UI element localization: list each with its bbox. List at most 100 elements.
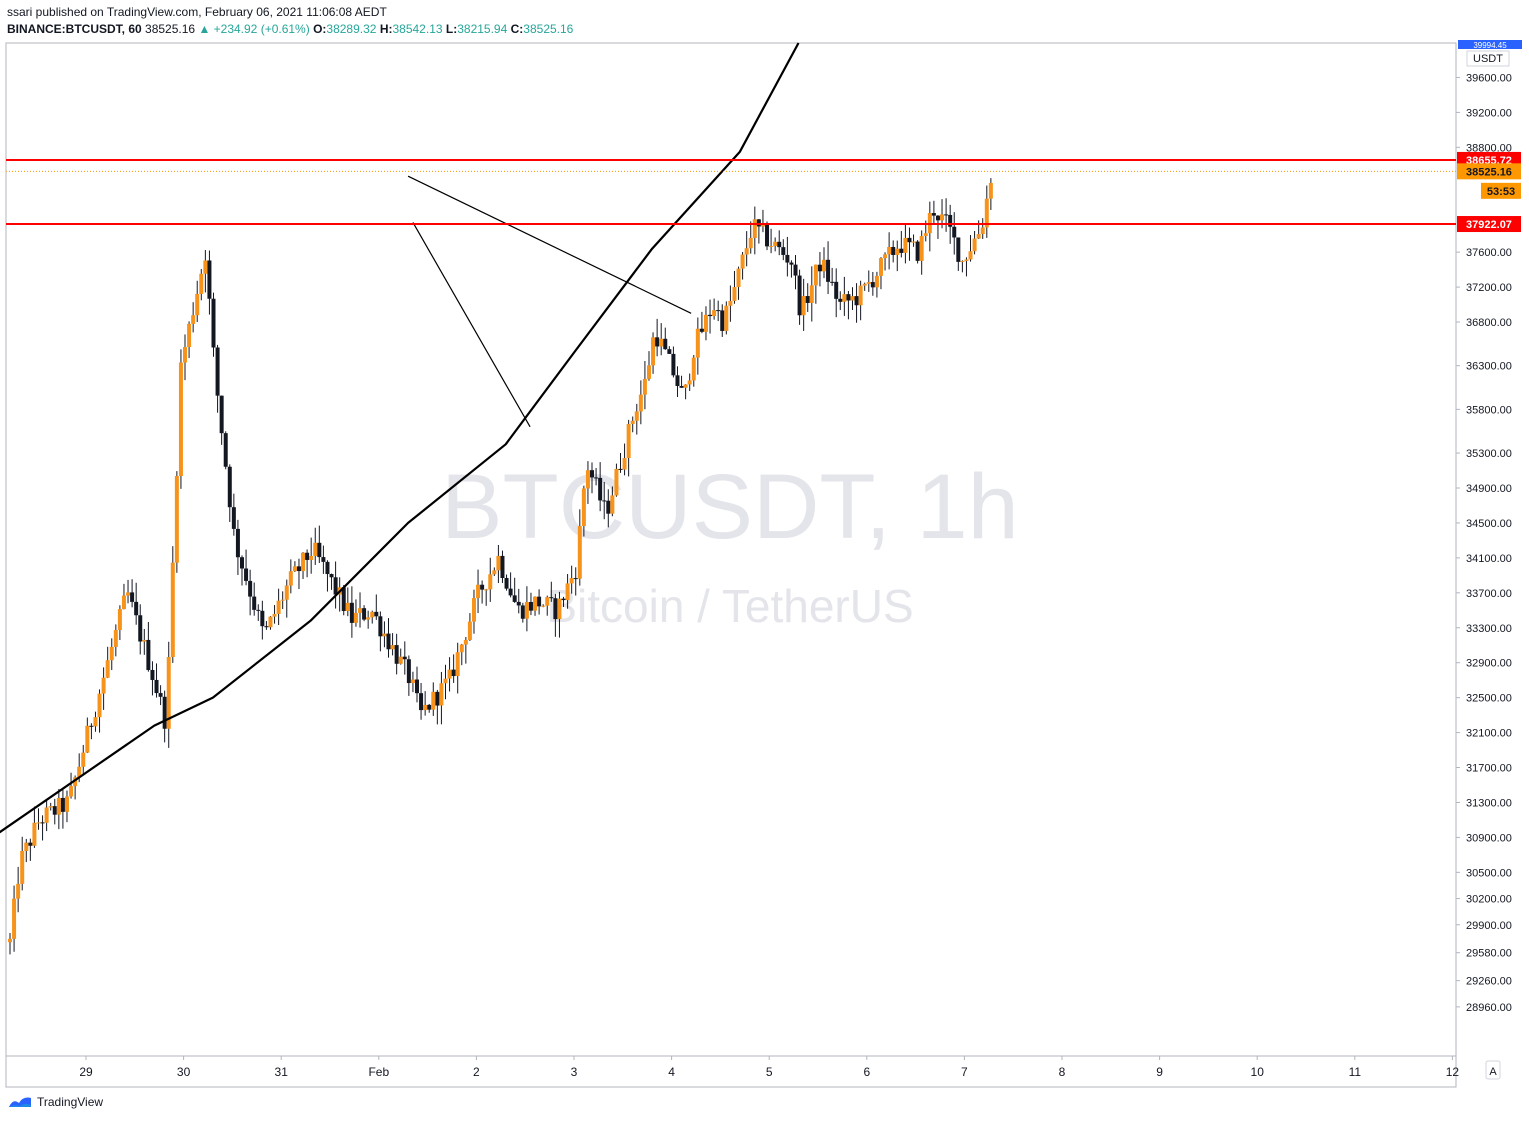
candle-body xyxy=(862,283,867,286)
candle xyxy=(439,671,444,725)
candle xyxy=(305,549,310,578)
candle xyxy=(830,267,835,286)
candle xyxy=(663,327,668,350)
candle xyxy=(134,582,139,625)
candle-body xyxy=(260,610,265,627)
candle-body xyxy=(561,598,566,601)
candle-body xyxy=(577,526,582,579)
candle-body xyxy=(235,528,240,558)
candle xyxy=(642,361,647,410)
candle xyxy=(671,346,676,378)
candle xyxy=(927,201,932,252)
candle-body xyxy=(533,596,538,611)
candle-body xyxy=(614,468,619,496)
candle-body xyxy=(219,395,224,434)
candle-body xyxy=(683,384,688,388)
candle-body xyxy=(64,796,69,812)
candle-body xyxy=(874,275,879,288)
candle xyxy=(423,691,428,716)
candle xyxy=(590,462,595,494)
symbol-label[interactable]: BINANCE:BTCUSDT, 60 xyxy=(7,22,142,36)
candle xyxy=(557,591,562,638)
candle xyxy=(142,628,147,655)
candle-body xyxy=(423,704,428,711)
candle xyxy=(93,711,98,732)
candle-body xyxy=(520,605,525,619)
candle xyxy=(817,252,822,287)
candle-body xyxy=(109,646,114,661)
candle-body xyxy=(842,294,847,302)
candle-body xyxy=(406,659,411,684)
candle-body xyxy=(341,587,346,611)
candle xyxy=(537,589,542,615)
candle xyxy=(170,546,175,663)
candle xyxy=(610,486,615,517)
candle xyxy=(508,572,513,598)
candle-body xyxy=(471,598,476,622)
time-tick-label: 2 xyxy=(473,1065,480,1079)
candle xyxy=(362,605,367,622)
candle-body xyxy=(321,557,326,562)
candle xyxy=(239,555,244,586)
candle xyxy=(736,266,741,300)
candle xyxy=(988,178,993,211)
watermark-symbol: BTCUSDT, 1h xyxy=(441,456,1019,558)
candle-body xyxy=(618,468,623,470)
candle xyxy=(553,593,558,637)
high-value: 38542.13 xyxy=(392,22,443,36)
candle xyxy=(459,643,464,666)
currency-label: USDT xyxy=(1473,53,1503,65)
candle xyxy=(390,633,395,656)
candle xyxy=(138,604,143,655)
price-tick-label: 35800.00 xyxy=(1466,404,1512,416)
tradingview-label: TradingView xyxy=(37,1095,104,1109)
candle-body xyxy=(484,589,489,591)
candle-body xyxy=(362,608,367,620)
candle-body xyxy=(838,298,843,302)
candle xyxy=(634,403,639,435)
candle-body xyxy=(801,296,806,316)
candle xyxy=(48,802,53,811)
candle xyxy=(858,280,863,321)
candle xyxy=(471,589,476,634)
candle xyxy=(8,932,12,955)
candle xyxy=(862,282,867,291)
candle-body xyxy=(296,566,301,572)
candle xyxy=(321,545,326,574)
close-label: C: xyxy=(510,22,524,36)
candle-body xyxy=(89,725,94,727)
price-change: ▲ +234.92 (+0.61%) xyxy=(198,22,310,36)
candle xyxy=(838,291,843,311)
candle-body xyxy=(292,566,297,572)
candle xyxy=(679,375,684,388)
price-tick-label: 29580.00 xyxy=(1466,948,1512,960)
price-tick-label: 33300.00 xyxy=(1466,623,1512,635)
candle-body xyxy=(48,806,53,808)
candle-body xyxy=(325,561,330,575)
candle xyxy=(402,641,407,675)
candle xyxy=(667,346,672,355)
candle xyxy=(598,462,603,512)
candle xyxy=(130,579,135,608)
time-tick-label: 29 xyxy=(79,1065,93,1079)
candle xyxy=(52,798,57,825)
candle-body xyxy=(545,597,550,606)
candle xyxy=(801,278,806,331)
candle xyxy=(935,215,940,239)
candle-body xyxy=(32,822,37,846)
candle-body xyxy=(394,645,399,664)
candle-body xyxy=(329,574,334,578)
candle-body xyxy=(85,725,90,753)
candle-body xyxy=(915,241,920,261)
candle xyxy=(675,366,680,397)
candle-body xyxy=(769,245,774,247)
candle-body xyxy=(24,842,29,851)
price-tick-label: 35300.00 xyxy=(1466,448,1512,460)
low-label: L: xyxy=(445,22,458,36)
candle-body xyxy=(480,584,485,590)
candle-body xyxy=(817,264,822,272)
candle xyxy=(944,198,949,232)
auto-scale-button[interactable] xyxy=(1485,1060,1501,1080)
candle xyxy=(313,527,318,565)
